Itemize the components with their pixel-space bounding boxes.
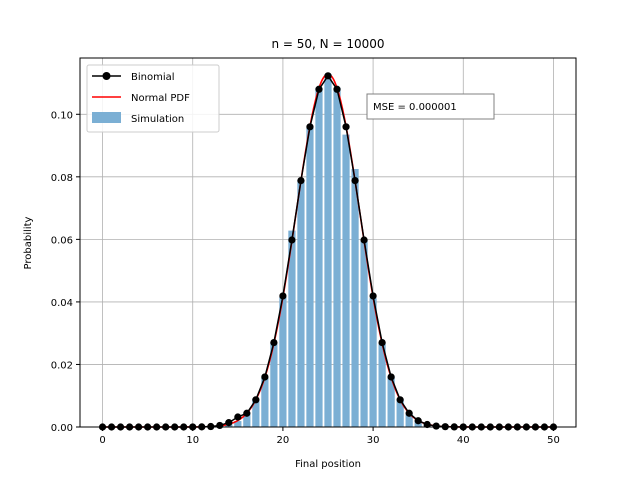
simulation-bar (270, 343, 278, 427)
binomial-point (297, 176, 305, 185)
mse-annotation-box (366, 93, 495, 120)
binomial-point (423, 420, 431, 429)
simulation-bar (369, 298, 377, 427)
binomial-point (234, 413, 242, 421)
legend-binomial-marker (102, 72, 111, 80)
binomial-point (414, 417, 422, 425)
simulation-bar (261, 377, 269, 427)
axes-frame (79, 57, 577, 428)
simulation-bar (279, 297, 287, 427)
y-tick-label: 0.08 (51, 173, 73, 184)
y-tick-label: 0.06 (51, 235, 73, 246)
binomial-point (306, 123, 314, 131)
simulation-bar (333, 87, 341, 427)
binomial-point (333, 85, 341, 93)
binomial-point (261, 373, 269, 381)
legend-simulation-label: Simulation (131, 114, 184, 125)
binomial-point (288, 236, 296, 244)
simulation-bar (351, 169, 359, 428)
simulation-bar (288, 230, 296, 427)
binomial-point (342, 123, 350, 131)
mse-annotation: MSE = 0.000001 (366, 93, 495, 120)
x-tick-label: 40 (457, 435, 470, 446)
legend-binomial-label: Binomial (131, 72, 175, 83)
binomial-point (243, 409, 251, 417)
x-axis-label: Final position (295, 459, 361, 470)
y-tick-label: 0.10 (51, 110, 73, 121)
simulation-bar (315, 87, 323, 427)
simulation-bar (378, 343, 386, 427)
binomial-point (324, 72, 332, 80)
simulation-bar (252, 399, 260, 427)
binomial-point (378, 338, 386, 347)
binomial-point (396, 396, 404, 404)
binomial-point (432, 422, 440, 430)
y-tick-label: 0.02 (51, 360, 73, 371)
simulation-bar (324, 74, 332, 427)
mse-annotation-text: MSE = 0.000001 (373, 102, 457, 113)
binomial-point (270, 338, 278, 347)
simulation-bar (297, 180, 305, 427)
simulation-bar (360, 239, 368, 427)
x-tick-label: 0 (99, 435, 105, 446)
binomial-point (387, 373, 395, 381)
binomial-point (351, 176, 359, 185)
binomial-point (360, 236, 368, 244)
x-tick-label: 20 (277, 435, 290, 446)
axes (79, 57, 577, 428)
y-axis-label: Probability (23, 216, 34, 269)
x-tick-label: 10 (186, 435, 199, 446)
binomial-point (315, 85, 323, 93)
x-tick-label: 30 (367, 435, 380, 446)
binomial-point (252, 396, 260, 404)
simulation-bar (234, 421, 242, 427)
simulation-bar (243, 413, 251, 427)
simulation-bar (342, 134, 350, 427)
chart-title: n = 50, N = 10000 (271, 37, 384, 51)
y-tick-label: 0.04 (51, 298, 73, 309)
legend-simulation-swatch (92, 112, 121, 123)
simulation-bar (405, 414, 413, 427)
y-tick-label: 0.00 (51, 423, 73, 434)
binomial-point (279, 292, 287, 300)
simulation-bar (387, 376, 395, 427)
x-tick-label: 50 (547, 435, 560, 446)
binomial-point (369, 292, 377, 300)
legend: Binomial Normal PDF Simulation (86, 64, 220, 133)
legend-normal-label: Normal PDF (131, 93, 190, 104)
axis-ticks: 0 10 20 30 40 50 0.00 0.02 0.04 0.06 0.08 0.10 (51, 110, 560, 446)
binomial-point (225, 419, 233, 427)
simulation-bar (396, 399, 404, 427)
simulation-bar (306, 127, 314, 428)
binomial-point (216, 421, 224, 430)
binomial-point (405, 409, 413, 417)
